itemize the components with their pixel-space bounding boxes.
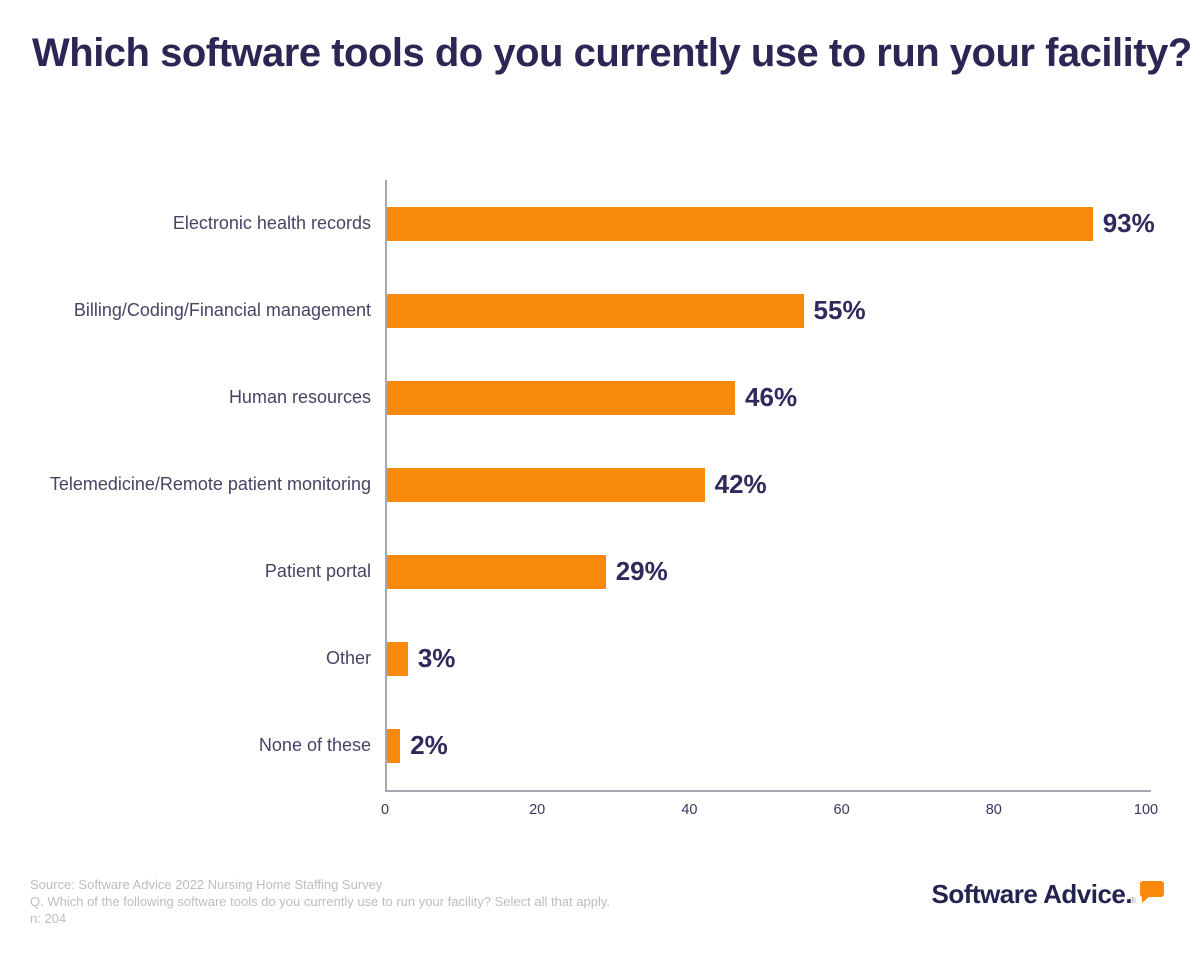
value-label: 55% bbox=[813, 295, 866, 325]
x-axis-line bbox=[385, 790, 1151, 792]
bar bbox=[385, 293, 804, 328]
category-label: Electronic health records bbox=[172, 213, 371, 233]
category-label: Other bbox=[325, 648, 371, 668]
category-label: None of these bbox=[258, 735, 371, 755]
y-axis-line bbox=[385, 180, 387, 790]
bar bbox=[385, 641, 408, 676]
bar-row: Electronic health records 93% bbox=[0, 180, 1200, 267]
bar-row: Telemedicine/Remote patient monitoring 42… bbox=[0, 441, 1200, 528]
bar bbox=[385, 380, 736, 415]
speech-bubble-icon bbox=[1140, 881, 1164, 903]
footer-notes: Source: Software Advice 2022 Nursing Hom… bbox=[30, 876, 610, 927]
footer-source-line: Source: Software Advice 2022 Nursing Hom… bbox=[30, 877, 383, 892]
bar-row: Other 3% bbox=[0, 615, 1200, 702]
page-title: Which software tools do you currently us… bbox=[32, 31, 1192, 75]
bar bbox=[385, 554, 606, 589]
x-axis-ticks: 0 20 40 60 80 100 bbox=[381, 802, 1158, 822]
x-tick-label: 0 bbox=[380, 802, 390, 818]
category-label: Telemedicine/Remote patient monitoring bbox=[49, 474, 371, 494]
bar bbox=[385, 206, 1093, 241]
value-label: 3% bbox=[417, 643, 456, 673]
category-label: Patient portal bbox=[264, 561, 371, 581]
bar-row: Human resources 46% bbox=[0, 354, 1200, 441]
x-tick-label: 100 bbox=[1133, 802, 1159, 818]
category-label: Human resources bbox=[228, 387, 371, 407]
value-label: 46% bbox=[745, 382, 798, 412]
category-label: Billing/Coding/Financial management bbox=[73, 300, 371, 320]
bar bbox=[385, 728, 401, 763]
x-tick-label: 40 bbox=[681, 802, 698, 818]
software-advice-logo: Software Advice. ® bbox=[932, 880, 1164, 908]
x-tick-label: 60 bbox=[833, 802, 850, 818]
bar-rows: Electronic health records 93% Billing/Codi… bbox=[0, 180, 1200, 790]
x-tick-label: 20 bbox=[529, 802, 546, 818]
bar bbox=[385, 467, 705, 502]
value-label: 29% bbox=[615, 556, 668, 586]
value-label: 42% bbox=[714, 469, 767, 499]
x-tick-label: 80 bbox=[985, 802, 1002, 818]
bar-row: Patient portal 29% bbox=[0, 528, 1200, 615]
bar-row: Billing/Coding/Financial management 55% bbox=[0, 267, 1200, 354]
value-label: 2% bbox=[410, 730, 448, 760]
footer-n-line: n: 204 bbox=[30, 911, 67, 926]
value-label: 93% bbox=[1102, 208, 1155, 238]
bar-chart: Electronic health records 93% Billing/Codi… bbox=[0, 180, 1200, 840]
bar-row: None of these 2% bbox=[0, 702, 1200, 789]
registered-trademark-symbol: ® bbox=[1130, 896, 1136, 905]
footer-question-line: Q. Which of the following software tools… bbox=[30, 894, 610, 909]
logo-wordmark: Software Advice. bbox=[931, 879, 1133, 909]
